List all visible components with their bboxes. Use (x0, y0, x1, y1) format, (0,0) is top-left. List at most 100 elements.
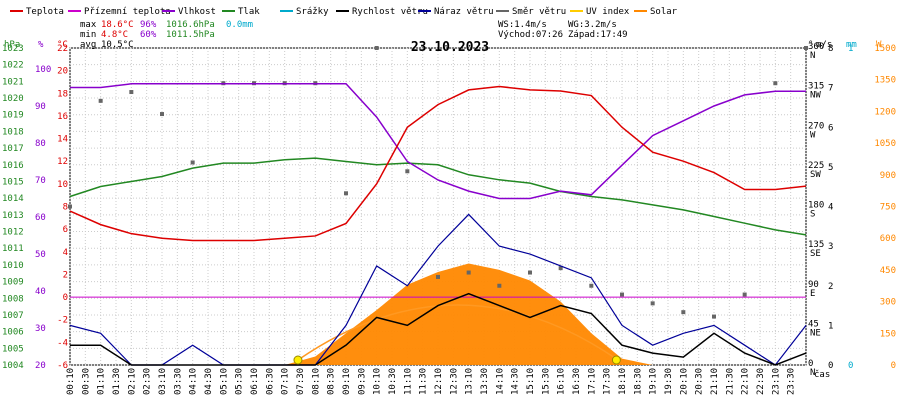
x-tick: 06:30 (265, 368, 275, 395)
stat-max-rain: 0.0mm (226, 20, 253, 30)
w-tick: 450 (880, 266, 896, 276)
dir-label: NE (810, 328, 821, 338)
w-tick: 1200 (874, 107, 896, 117)
temp-tick: 6 (63, 225, 68, 235)
axis-unit-w: W (876, 40, 882, 50)
stat-sunrise: Východ:07:26 (498, 30, 563, 40)
pct-tick: 50 (35, 250, 46, 260)
stat-min-pressure: 1011.5hPa (166, 30, 215, 40)
x-tick: 09:10 (342, 368, 352, 395)
dir-label: W (810, 130, 816, 140)
hpa-tick: 1018 (2, 127, 24, 137)
hpa-tick: 1005 (2, 344, 24, 354)
ms-tick: 7 (828, 84, 833, 94)
legend-label: Směr větru (512, 7, 566, 17)
stat-max-humidity: 96% (140, 20, 157, 30)
stat-min-label: min (80, 30, 96, 40)
x-tick: 08:10 (311, 368, 321, 395)
hpa-tick: 1022 (2, 61, 24, 71)
x-tick: 03:30 (173, 368, 183, 395)
ms-tick: 1 (828, 321, 833, 331)
x-tick: 16:10 (557, 368, 567, 395)
temp-tick: 16 (57, 112, 68, 122)
x-tick: 23:30 (787, 368, 797, 395)
pct-tick: 80 (35, 139, 46, 149)
hpa-tick: 1014 (2, 194, 24, 204)
x-tick: 02:10 (127, 368, 137, 395)
pct-tick: 20 (35, 361, 46, 371)
x-tick: 05:30 (235, 368, 245, 395)
temp-tick: 20 (57, 67, 68, 77)
hpa-tick: 1021 (2, 77, 24, 87)
wind-direction-dot (589, 283, 594, 288)
ms-tick: 3 (828, 242, 833, 252)
x-tick: 16:30 (572, 368, 582, 395)
hpa-tick: 1015 (2, 177, 24, 187)
x-tick: 07:10 (281, 368, 291, 395)
hpa-tick: 1017 (2, 144, 24, 154)
dir-tick: 135 (808, 240, 824, 250)
legend-label: Tlak (238, 7, 260, 17)
legend-label: Srážky (296, 7, 329, 17)
dir-label: N (810, 368, 815, 378)
temp-tick: 14 (57, 135, 68, 145)
stat-max-temp: 18.6°C (101, 20, 134, 30)
dir-tick: 180 (808, 201, 824, 211)
hpa-tick: 1011 (2, 244, 24, 254)
hpa-tick: 1023 (2, 44, 24, 54)
x-tick: 17:30 (603, 368, 613, 395)
x-tick: 15:10 (526, 368, 536, 395)
x-tick: 19:30 (664, 368, 674, 395)
ms-tick: 2 (828, 282, 833, 292)
x-tick: 13:30 (480, 368, 490, 395)
x-tick: 14:30 (511, 368, 521, 395)
wind-direction-dot (129, 90, 134, 95)
wind-direction-dot (374, 46, 379, 50)
hpa-tick: 1010 (2, 261, 24, 271)
pressure-line (69, 157, 807, 236)
temperature-line (69, 85, 807, 242)
temp-tick: -6 (57, 361, 68, 371)
pct-tick: 30 (35, 324, 46, 334)
wind-direction-dot (436, 274, 440, 279)
temp-tick: 10 (57, 180, 68, 190)
temp-tick: 12 (57, 157, 68, 167)
stat-max-pressure: 1016.6hPa (166, 20, 215, 30)
stat-max-label: max (80, 20, 97, 30)
dir-tick: 225 (808, 161, 824, 171)
stat-sunset: Západ:17:49 (568, 30, 628, 40)
pct-tick: 60 (35, 213, 46, 223)
x-tick: 09:30 (357, 368, 367, 395)
temp-tick: -4 (57, 338, 68, 348)
x-tick: 13:10 (465, 368, 475, 395)
mm-tick: 1 (848, 44, 853, 54)
x-tick: 11:10 (403, 368, 413, 395)
wind-direction-dot (405, 169, 410, 174)
ms-tick: 0 (828, 361, 833, 371)
wind-speed-line (70, 292, 807, 366)
hpa-tick: 1004 (2, 361, 24, 371)
x-tick: 04:10 (189, 368, 199, 395)
stat-wind-gust: WG:3.2m/s (568, 20, 617, 30)
x-tick: 12:30 (449, 368, 459, 395)
w-tick: 1350 (874, 76, 896, 86)
hpa-tick: 1006 (2, 328, 24, 338)
hpa-tick: 1008 (2, 294, 24, 304)
x-tick: 08:30 (327, 368, 337, 395)
axis-unit-pct: % (38, 40, 44, 50)
stat-wind-speed: WS:1.4m/s (498, 20, 547, 30)
hpa-tick: 1020 (2, 94, 24, 104)
x-tick: 00:10 (66, 368, 76, 395)
x-tick: 02:30 (143, 368, 153, 395)
w-tick: 150 (880, 329, 896, 339)
dir-label: SW (810, 170, 821, 180)
x-tick: 18:30 (633, 368, 643, 395)
wind-direction-dot (98, 98, 103, 103)
ms-tick: 8 (828, 44, 833, 54)
ms-tick: 4 (828, 203, 833, 213)
legend-label: Vlhkost (178, 7, 216, 17)
temp-tick: 2 (63, 270, 68, 280)
x-tick: 01:30 (112, 368, 122, 395)
dir-label: N (810, 51, 815, 61)
hpa-tick: 1009 (2, 278, 24, 288)
